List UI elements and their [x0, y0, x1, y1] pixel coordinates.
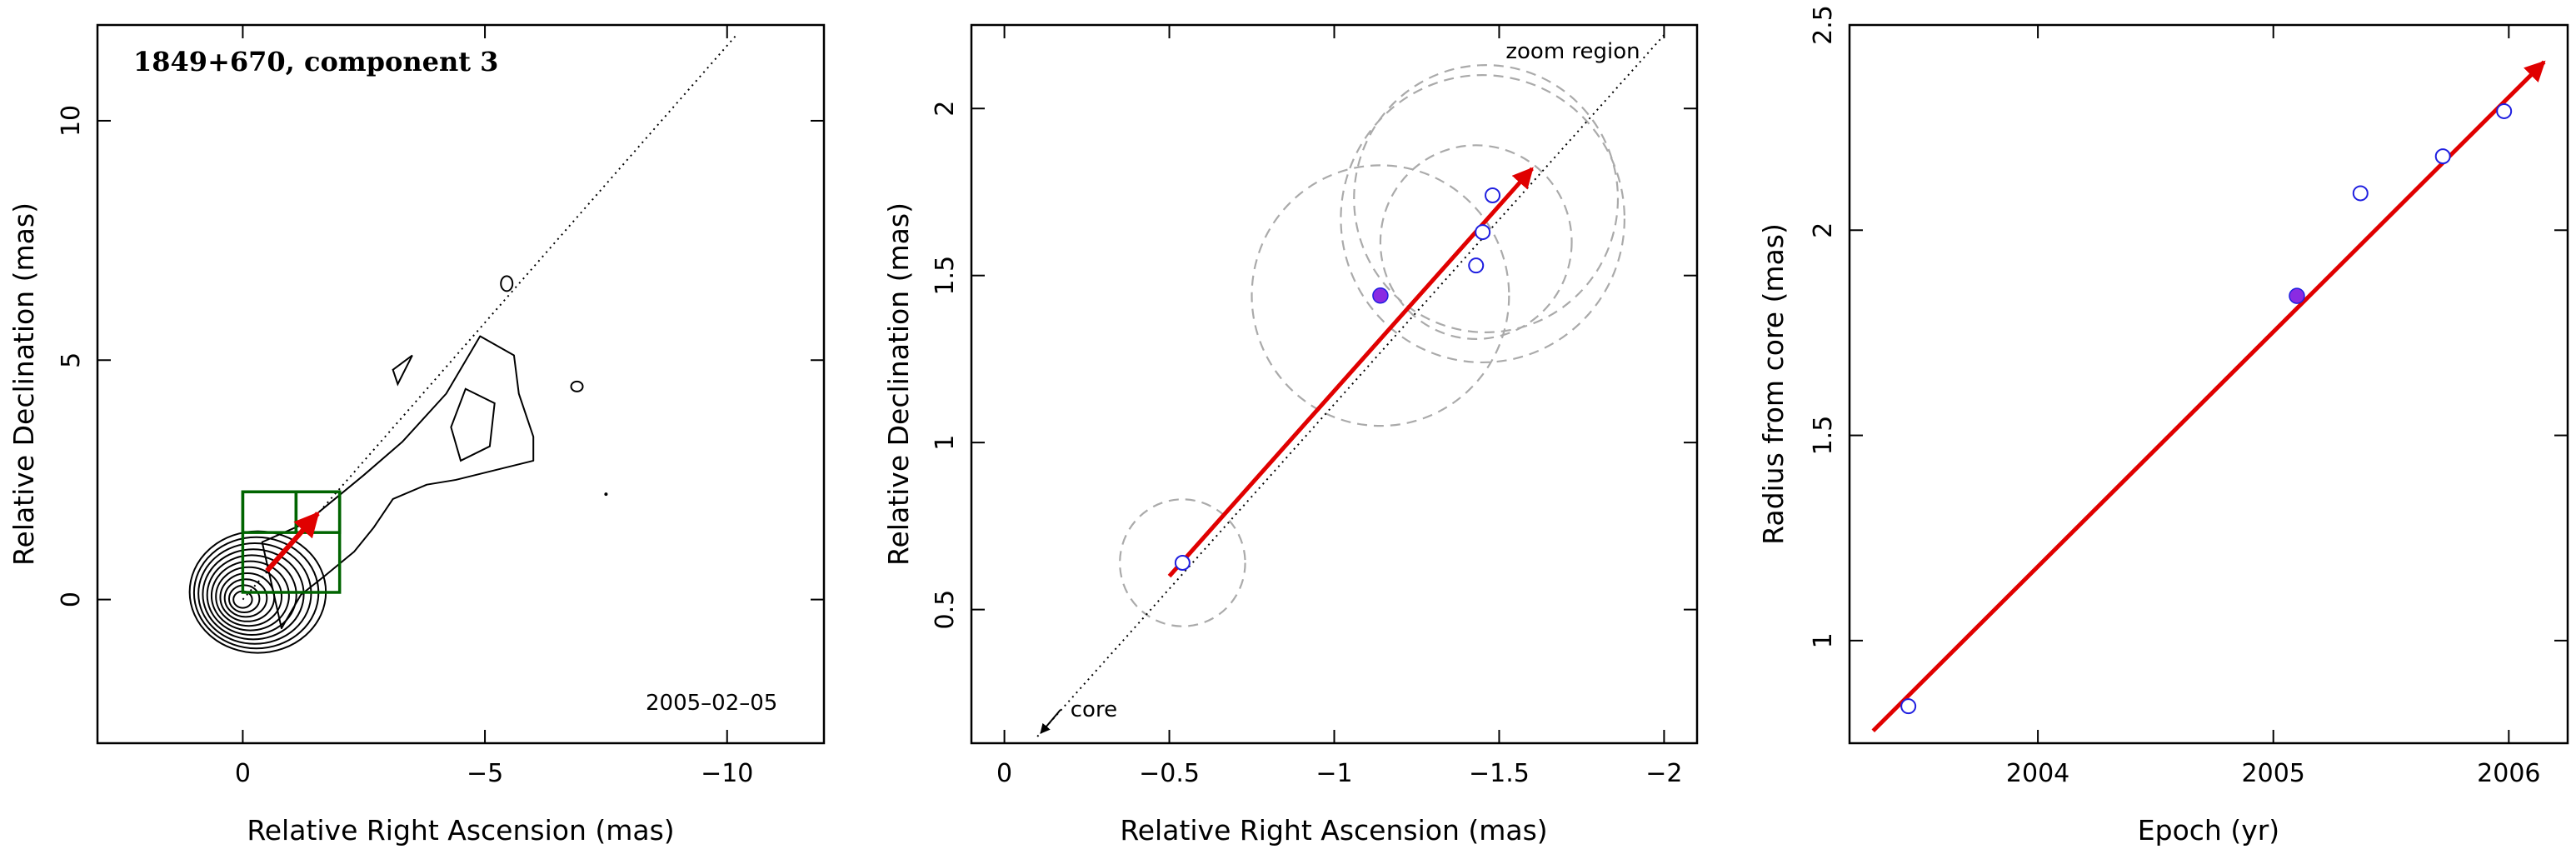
middle-y-tick-label: 0.5 — [931, 590, 960, 630]
core-label: core — [1071, 697, 1117, 722]
right-y-tick-label: 2.5 — [1809, 5, 1838, 45]
error-circle — [1353, 64, 1620, 333]
island-contour — [500, 275, 514, 292]
left-panel-frame — [96, 23, 826, 745]
middle-x-tick-label: −1 — [1315, 759, 1352, 788]
error-circle — [1119, 498, 1246, 627]
contour-level — [223, 578, 268, 618]
contour-level — [202, 548, 305, 641]
right-x-axis-label: Epoch (yr) — [2138, 814, 2279, 847]
left-y-tick-label: 0 — [57, 592, 86, 607]
right-y-tick-label: 2 — [1809, 222, 1838, 238]
right-x-tick-label: 2006 — [2477, 759, 2540, 788]
middle-x-tick-label: −0.5 — [1139, 759, 1200, 788]
jet-inner-contour — [450, 387, 496, 462]
contour-level — [210, 560, 290, 632]
middle-x-tick-label: 0 — [996, 759, 1012, 788]
data-point — [2352, 185, 2369, 202]
middle-x-tick-label: −2 — [1645, 759, 1682, 788]
jet-knot-contour — [392, 354, 413, 387]
jet-contour — [261, 335, 535, 630]
right-y-tick-label: 1.5 — [1809, 416, 1838, 456]
data-point-filled — [2289, 287, 2305, 304]
middle-x-tick-label: −1.5 — [1469, 759, 1530, 788]
data-point — [2434, 148, 2451, 165]
error-circle — [1340, 74, 1626, 364]
motion-arrow — [265, 511, 320, 573]
motion-arrow — [1167, 167, 1534, 578]
data-point — [1468, 257, 1485, 274]
middle-panel-frame — [970, 23, 1699, 745]
left-x-tick-label: −10 — [701, 759, 753, 788]
data-point — [2496, 102, 2513, 119]
right-y-tick-label: 1 — [1809, 632, 1838, 648]
fit-arrow — [1871, 60, 2546, 732]
trajectory-line — [1036, 34, 1665, 737]
contour-level — [206, 554, 297, 637]
contour-level — [227, 584, 261, 614]
middle-y-tick-label: 2 — [931, 101, 960, 117]
axes-ticks: 0 −5 −10 0 5 10 0 −0.5 −1 −1.5 −2 0.5 1 1.5 2 2004 2005 2… — [57, 5, 2568, 788]
core-arrow — [1040, 709, 1061, 734]
contour-level — [215, 566, 283, 627]
left-y-tick-label: 10 — [57, 105, 86, 137]
left-x-axis-label: Relative Right Ascension (mas) — [247, 814, 674, 847]
error-circle — [1251, 164, 1510, 427]
left-y-tick-label: 5 — [57, 352, 86, 368]
zoom-region-label: zoom region — [1505, 39, 1640, 64]
data-point-filled — [1372, 287, 1389, 304]
left-panel-title: 1849+670, component 3 — [133, 46, 498, 77]
right-panel-frame — [1848, 23, 2569, 745]
right-y-axis-label: Radius from core (mas) — [1757, 223, 1790, 545]
right-x-tick-label: 2004 — [2006, 759, 2069, 788]
data-point — [1485, 187, 1501, 203]
left-panel-date: 2005–02–05 — [646, 691, 777, 716]
left-x-tick-label: 0 — [235, 759, 251, 788]
left-x-tick-label: −5 — [467, 759, 503, 788]
middle-y-axis-label: Relative Declination (mas) — [882, 202, 915, 566]
middle-x-axis-label: Relative Right Ascension (mas) — [1120, 814, 1547, 847]
data-point — [1900, 698, 1917, 715]
middle-y-tick-label: 1.5 — [931, 256, 960, 296]
data-point — [1475, 224, 1491, 241]
right-plot-area — [1871, 60, 2546, 732]
middle-y-tick-label: 1 — [931, 435, 960, 451]
error-circle — [1379, 144, 1573, 340]
left-plot-area — [188, 33, 738, 654]
middle-plot-area: zoom region core — [1036, 34, 1665, 737]
right-x-tick-label: 2005 — [2242, 759, 2305, 788]
zoom-box — [241, 490, 298, 534]
trajectory-line — [242, 33, 738, 601]
left-y-axis-label: Relative Declination (mas) — [7, 202, 40, 566]
island-contour — [570, 380, 584, 392]
data-point — [1174, 554, 1191, 571]
island-dot — [604, 492, 608, 497]
